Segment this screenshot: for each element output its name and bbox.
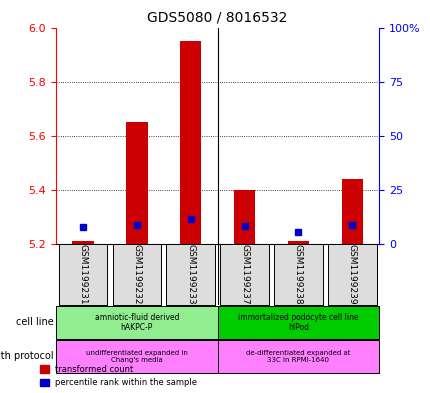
Bar bbox=[180, 41, 201, 244]
Text: undifferentiated expanded in
Chang's media: undifferentiated expanded in Chang's med… bbox=[86, 350, 187, 363]
Text: immortalized podocyte cell line
hIPod: immortalized podocyte cell line hIPod bbox=[238, 313, 358, 332]
Bar bbox=[233, 190, 255, 244]
Bar bbox=[126, 122, 147, 244]
FancyBboxPatch shape bbox=[112, 244, 161, 305]
Text: GSM1199237: GSM1199237 bbox=[240, 244, 249, 305]
Text: growth protocol: growth protocol bbox=[0, 351, 53, 362]
Bar bbox=[287, 241, 309, 244]
Bar bbox=[341, 179, 362, 244]
Bar bbox=[72, 241, 94, 244]
Title: GDS5080 / 8016532: GDS5080 / 8016532 bbox=[147, 11, 287, 25]
Text: GSM1199238: GSM1199238 bbox=[293, 244, 302, 305]
FancyBboxPatch shape bbox=[273, 244, 322, 305]
FancyBboxPatch shape bbox=[217, 340, 378, 373]
Text: GSM1199232: GSM1199232 bbox=[132, 244, 141, 305]
FancyBboxPatch shape bbox=[56, 306, 217, 339]
Text: de-differentiated expanded at
33C in RPMI-1640: de-differentiated expanded at 33C in RPM… bbox=[246, 350, 350, 363]
Text: cell line: cell line bbox=[15, 318, 53, 327]
Legend: transformed count, percentile rank within the sample: transformed count, percentile rank withi… bbox=[39, 364, 199, 389]
Text: GSM1199239: GSM1199239 bbox=[347, 244, 356, 305]
Text: amniotic-fluid derived
hAKPC-P: amniotic-fluid derived hAKPC-P bbox=[94, 313, 179, 332]
FancyBboxPatch shape bbox=[220, 244, 268, 305]
Text: GSM1199233: GSM1199233 bbox=[186, 244, 195, 305]
FancyBboxPatch shape bbox=[166, 244, 215, 305]
FancyBboxPatch shape bbox=[327, 244, 376, 305]
Text: GSM1199231: GSM1199231 bbox=[78, 244, 87, 305]
FancyBboxPatch shape bbox=[217, 306, 378, 339]
FancyBboxPatch shape bbox=[58, 244, 107, 305]
FancyBboxPatch shape bbox=[56, 340, 217, 373]
